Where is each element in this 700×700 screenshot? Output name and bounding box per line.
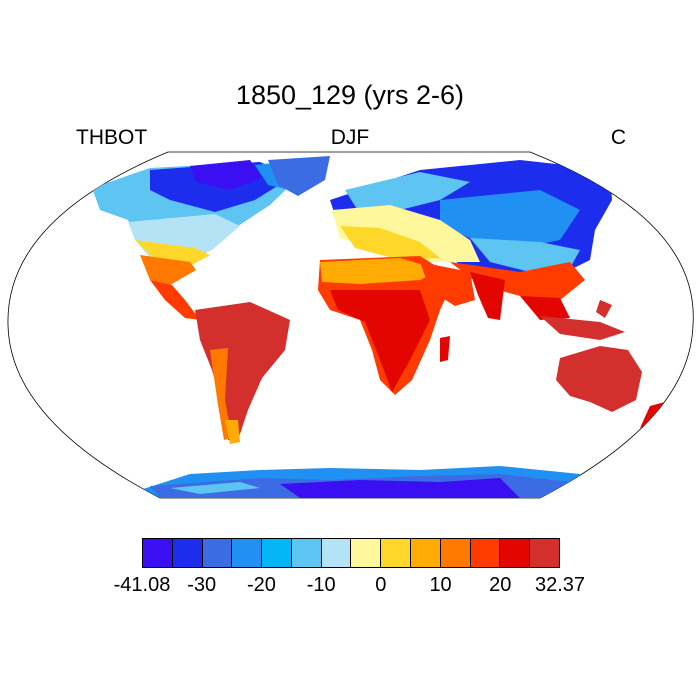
colorbar <box>142 538 560 568</box>
colorbar-tick-label: -41.08 <box>113 574 171 596</box>
africa-region <box>318 256 455 395</box>
new-zealand-region <box>640 402 665 428</box>
units-label: C <box>610 126 626 149</box>
colorbar-tick-label: -30 <box>187 574 217 596</box>
colorbar-tick-label: 32.37 <box>534 574 586 596</box>
variable-label: THBOT <box>76 126 148 149</box>
colorbar-tick-label: 0 <box>375 574 387 596</box>
colorbar-tick-label: -10 <box>306 574 336 596</box>
colorbar-swatch <box>262 539 292 567</box>
colorbar-swatch <box>202 539 233 567</box>
colorbar-swatch <box>351 539 382 567</box>
colorbar-swatch <box>232 539 263 567</box>
antarctica-region <box>130 466 600 498</box>
plot-title: 1850_129 (yrs 2-6) <box>235 80 465 110</box>
colorbar-swatch <box>143 539 173 567</box>
colorbar-swatch <box>411 539 441 567</box>
colorbar-tick-label: 20 <box>489 574 512 596</box>
colorbar-swatch <box>321 539 352 567</box>
colorbar-swatch <box>470 539 501 567</box>
south-america-region <box>195 302 290 444</box>
colorbar-tick-label: -20 <box>246 574 276 596</box>
eurasia-region <box>330 160 612 320</box>
colorbar-swatch <box>172 539 203 567</box>
north-america-region <box>92 160 310 320</box>
maritime-continent-region <box>540 300 625 340</box>
colorbar-swatch <box>500 539 531 567</box>
colorbar-tick-label: 10 <box>429 574 452 596</box>
colorbar-swatch <box>291 539 322 567</box>
season-label: DJF <box>330 126 370 149</box>
colorbar-swatch <box>440 539 471 567</box>
colorbar-swatch <box>530 539 559 567</box>
colorbar-swatch <box>381 539 412 567</box>
greenland-region <box>268 156 330 196</box>
arabia-region <box>420 262 475 306</box>
australia-region <box>556 346 642 412</box>
